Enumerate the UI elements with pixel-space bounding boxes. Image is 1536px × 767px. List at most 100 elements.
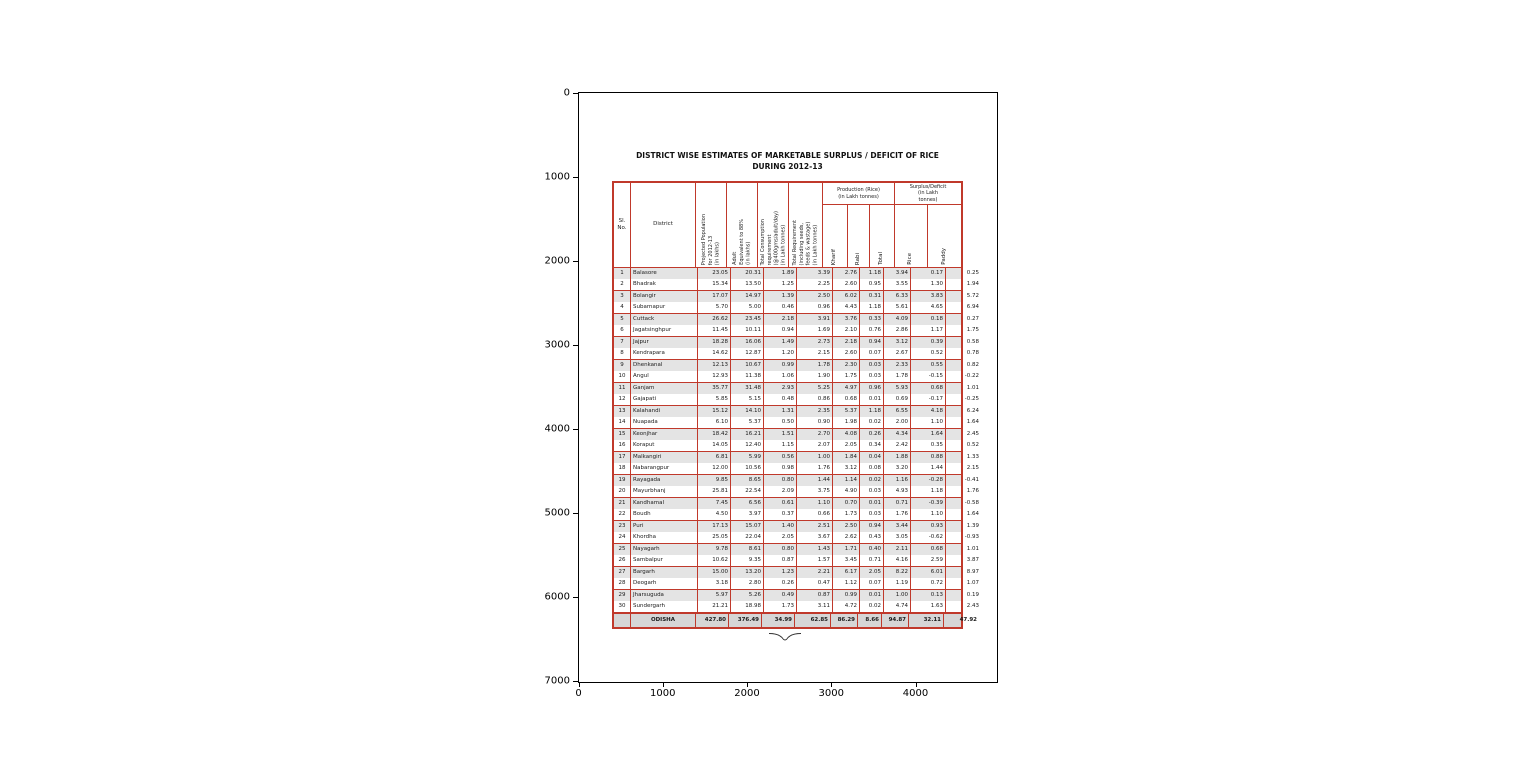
table-cell: 16.21: [731, 429, 764, 440]
table-cell: 5.72: [966, 293, 979, 299]
y-tick-label: 1000: [544, 171, 570, 183]
table-cell: Bolangir: [631, 291, 698, 302]
table-cell: 13.20: [731, 567, 764, 578]
table-cell: 1.64: [966, 511, 979, 517]
table-cell: 4.50: [698, 509, 731, 520]
table-cell: 0.71: [860, 555, 884, 566]
table-cell: 5.26: [731, 590, 764, 601]
table-cell: 5.93: [884, 383, 911, 394]
table-cell: Jagatsinghpur: [631, 325, 698, 336]
table-cell: 0.08: [860, 463, 884, 474]
table-cell: 0.25: [966, 270, 979, 276]
table-title-line1: DISTRICT WISE ESTIMATES OF MARKETABLE SU…: [636, 151, 939, 160]
table-cell: 20: [614, 486, 631, 497]
table-cell: 5: [614, 314, 631, 325]
table-cell: 20.31: [731, 268, 764, 279]
table-cell: 6.10: [698, 417, 731, 428]
table-cell: 1.00: [797, 452, 833, 463]
table-cell: 3.12: [884, 337, 911, 348]
table-cell: 1.88: [884, 452, 911, 463]
table-cell: 62.85: [795, 614, 831, 627]
table-cell: Deogarh: [631, 578, 698, 589]
x-tick-mark: [747, 682, 748, 687]
table-cell: 1.39: [966, 523, 979, 529]
table-cell: 5.97: [698, 590, 731, 601]
table-cell: 6.94: [966, 304, 979, 310]
table-cell: 2.18: [764, 314, 797, 325]
table-cell: 0.90: [797, 417, 833, 428]
table-cell: 5.15: [731, 394, 764, 405]
table-header: Sl. No. District Projected Population fo…: [614, 183, 961, 268]
table-cell: 0.01: [860, 590, 884, 601]
table-cell: Jharsuguda: [631, 590, 698, 601]
x-tick-mark: [662, 682, 664, 687]
table-cell: 1.01: [966, 546, 979, 552]
table-cell: Bhadrak: [631, 279, 698, 290]
table-cell: 4.90: [833, 486, 860, 497]
table-cell: 2.50: [833, 521, 860, 532]
header-rabi-label: Rabi: [854, 252, 861, 265]
table-cell: Kandhamal: [631, 498, 698, 509]
header-adult-equivalent-label: Adult Equivalent to 88% (in lakhs): [731, 219, 752, 265]
table-cell: 3.45: [833, 555, 860, 566]
table-cell: 1.10: [797, 498, 833, 509]
table-cell: 1.30: [911, 279, 946, 290]
table-cell: 1.76: [966, 488, 979, 494]
table-cell: 1.64: [911, 429, 946, 440]
table-cell: 18: [614, 463, 631, 474]
table-cell: 1.14: [833, 475, 860, 486]
table-cell: 1.12: [833, 578, 860, 589]
table-cell: 6.02: [833, 291, 860, 302]
header-total-requirement: Total Requirement (including seeds, feed…: [789, 183, 823, 267]
table-cell: 11: [614, 383, 631, 394]
table-cell: Angul: [631, 371, 698, 382]
header-kharif: Kharif: [823, 205, 848, 267]
table-cell: 6.01: [911, 567, 946, 578]
table-cell: 2.07: [797, 440, 833, 451]
table-cell: 3.44: [884, 521, 911, 532]
table-cell: 376.49: [729, 614, 762, 627]
table-cell: 0.07: [860, 578, 884, 589]
table-cell: 25.05: [698, 532, 731, 543]
table-cell: 0.52: [966, 442, 979, 448]
table-cell: 1.69: [797, 325, 833, 336]
table-cell: 10: [614, 371, 631, 382]
table-cell: -0.93: [964, 534, 979, 540]
table-cell: 0.88: [911, 452, 946, 463]
table-cell: 1.07: [966, 580, 979, 586]
table-cell: 2: [614, 279, 631, 290]
table-cell: 0.03: [860, 371, 884, 382]
table-cell: 3.05: [884, 532, 911, 543]
table-cell: 1.76: [797, 463, 833, 474]
table-row: 24 Khordha 25.05 22.04 2.05 3.67 2.62 0.43 3.05-…: [614, 532, 979, 544]
table-cell: 18.42: [698, 429, 731, 440]
table-cell: 1.75: [966, 327, 979, 333]
table-cell: 1.18: [860, 302, 884, 313]
table-cell: 23.45: [731, 314, 764, 325]
table-cell: 3.76: [833, 314, 860, 325]
table-cell: Puri: [631, 521, 698, 532]
table-cell: 1.75: [833, 371, 860, 382]
table-cell: 0.71: [884, 498, 911, 509]
x-tick-label: 1000: [650, 688, 676, 699]
table-cell: 10.11: [731, 325, 764, 336]
table-cell: 34.99: [762, 614, 795, 627]
table-row: 1 Balasore 23.05 20.31 1.89 3.39 2.76 1.18 3.94 0…: [614, 268, 979, 279]
x-tick-label: 3000: [818, 688, 844, 699]
table-cell: Cuttack: [631, 314, 698, 325]
table-cell: 27: [614, 567, 631, 578]
header-surplus-group-label: Surplus/Deficit (in Lakh tonnes): [895, 183, 961, 205]
table-cell: 3.83: [911, 291, 946, 302]
table-cell: 14: [614, 417, 631, 428]
table-cell: 5.85: [698, 394, 731, 405]
table-cell: 5.00: [731, 302, 764, 313]
table-cell: 18.28: [698, 337, 731, 348]
table-cell: 0.34: [860, 440, 884, 451]
table-row: 10 Angul 12.93 11.38 1.06 1.90 1.75 0.03 1.78 -0.…: [614, 371, 979, 383]
table-cell: 0.94: [860, 521, 884, 532]
table-cell: 0.68: [911, 544, 946, 555]
header-paddy-label: Paddy: [940, 248, 947, 265]
table-cell: 0.52: [911, 348, 946, 359]
table-cell: 2.86: [884, 325, 911, 336]
table-cell: 3.11: [797, 601, 833, 612]
